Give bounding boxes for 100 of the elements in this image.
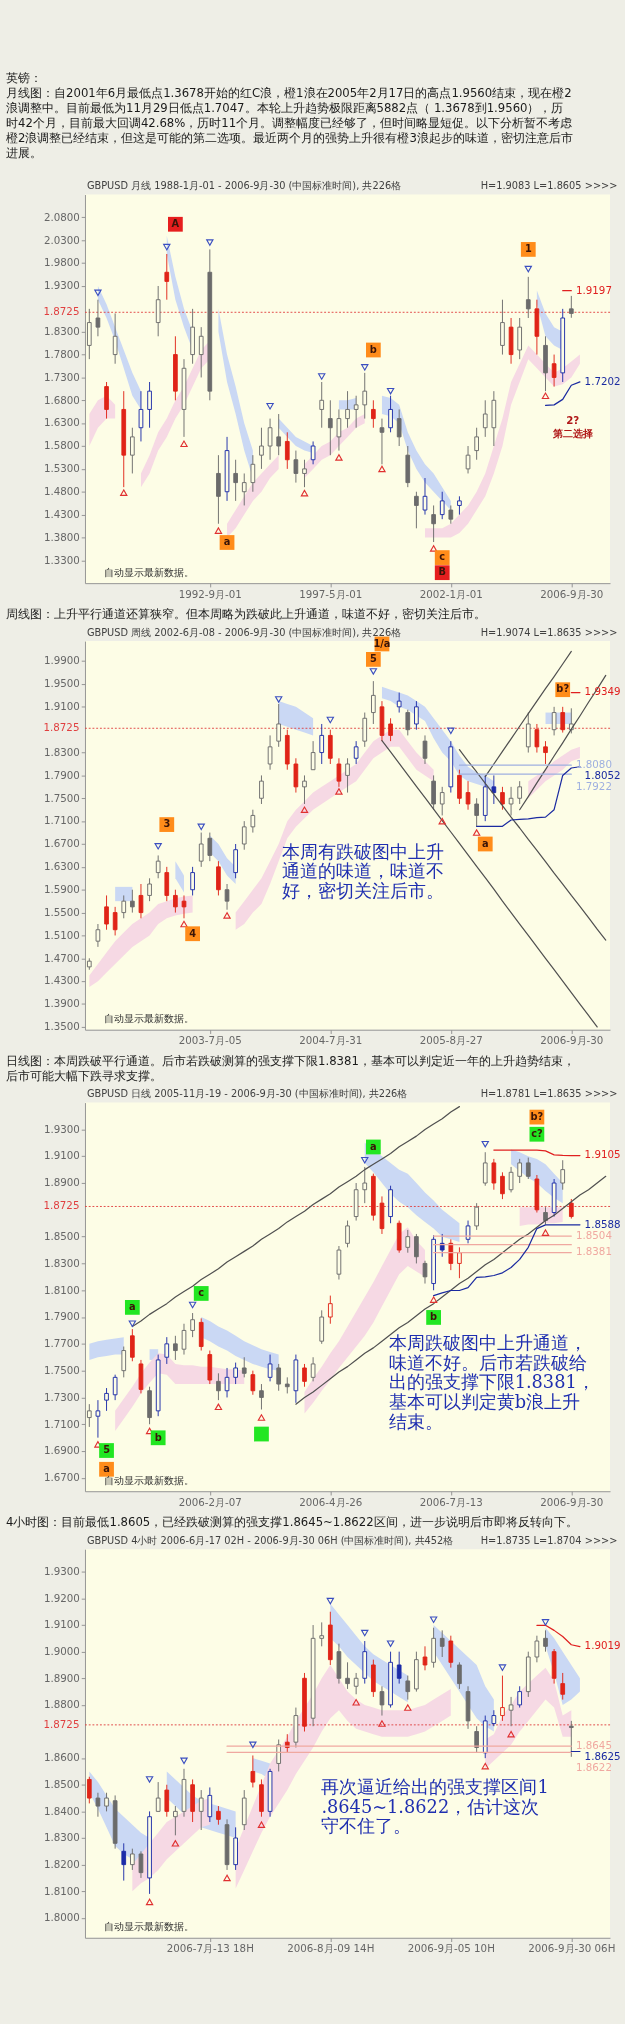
point xyxy=(214,527,223,534)
data-label: 1.8381 xyxy=(575,1245,612,1258)
candlestick xyxy=(457,1246,462,1279)
candlestick xyxy=(207,1786,213,1823)
candlestick xyxy=(241,820,247,851)
candlestick xyxy=(448,1635,454,1669)
candlestick xyxy=(302,459,307,488)
annotation: c? xyxy=(531,1128,543,1140)
point xyxy=(249,1741,257,1749)
candlestick xyxy=(422,1645,428,1671)
data-label: 1.7202 xyxy=(584,374,621,387)
candlestick xyxy=(147,877,152,902)
candlestick xyxy=(482,399,488,438)
candlestick xyxy=(525,1157,531,1180)
annotation: 2? 第二选择 xyxy=(551,414,593,440)
candlestick xyxy=(104,1387,109,1412)
y-tick-label: 1.7500 xyxy=(43,1363,80,1376)
candlestick xyxy=(551,354,557,388)
y-tick-label: 1.5800 xyxy=(43,439,80,452)
x-tick-label: 2006-7月-13 xyxy=(419,1495,483,1508)
candlestick xyxy=(517,1685,523,1709)
annotation: a xyxy=(481,837,489,849)
x-tick-label: 2003-7月-05 xyxy=(178,1034,242,1047)
data-label: 1.8622 xyxy=(575,1761,612,1774)
y-tick-label: 1.5300 xyxy=(43,462,80,475)
candlestick xyxy=(267,418,273,461)
x-tick-label: 2006-8月-09 14H xyxy=(287,1942,375,1955)
candlestick xyxy=(439,786,445,816)
candlestick xyxy=(121,1842,127,1882)
candlestick xyxy=(517,780,523,805)
y-tick-label: 1.8300 xyxy=(43,1831,80,1844)
y-tick-label: 1.8800 xyxy=(43,1698,80,1711)
candlestick xyxy=(276,1363,282,1392)
annotation: b xyxy=(154,1431,162,1443)
y-tick-label: 1.3300 xyxy=(43,553,80,566)
candlestick xyxy=(155,285,161,337)
y-tick-label: 1.9800 xyxy=(43,256,80,269)
candlestick xyxy=(147,381,152,429)
candlestick xyxy=(560,1159,566,1191)
candlestick xyxy=(173,889,178,914)
candlestick xyxy=(164,866,170,902)
annotation: 自动显示最新数据。 xyxy=(103,1473,194,1486)
y-tick-label: 1.3800 xyxy=(43,530,80,543)
candlestick xyxy=(379,1685,385,1717)
x-tick-label: 2006-9月-30 xyxy=(540,1495,604,1508)
y-tick-label: 1.7900 xyxy=(43,768,80,781)
y-tick-label: 1.8600 xyxy=(43,1751,80,1764)
candlestick xyxy=(216,860,221,896)
candlestick xyxy=(345,1661,350,1690)
y-tick-label: 1.7500 xyxy=(43,791,80,804)
y-tick-label: 1.4800 xyxy=(43,485,80,498)
point xyxy=(180,1757,188,1765)
y-tick-label: 1.8100 xyxy=(43,1884,80,1897)
annotation: 5 xyxy=(369,653,377,665)
annotation: 自动显示最新数据。 xyxy=(103,1012,194,1025)
x-tick-label: 2006-9月-30 06H xyxy=(528,1942,616,1955)
candlestick xyxy=(568,1720,574,1758)
candlestick xyxy=(155,854,161,879)
candlestick xyxy=(198,1789,204,1831)
candlestick xyxy=(345,1220,350,1248)
point xyxy=(369,668,378,675)
candlestick xyxy=(396,408,402,447)
candlestick xyxy=(336,408,342,452)
text: H=1.8735 L=1.8704 >>>> xyxy=(480,1534,618,1546)
y-tick-label: 1.6700 xyxy=(43,1471,80,1484)
data-label: 1.8052 xyxy=(584,769,621,782)
candlestick xyxy=(362,1166,368,1204)
x-tick-label: 2006-9月-05 10H xyxy=(407,1942,495,1955)
y-tick-label: 1.8900 xyxy=(43,1176,80,1189)
point xyxy=(180,440,188,448)
ref-line-label: 1.8725 xyxy=(43,1717,80,1730)
candlestick xyxy=(568,295,574,319)
candlestick xyxy=(130,1848,135,1871)
point xyxy=(378,1720,386,1727)
y-tick-label: 1.7100 xyxy=(43,814,80,827)
point xyxy=(188,1301,197,1309)
candlestick xyxy=(474,1725,479,1754)
candlestick xyxy=(517,317,523,360)
candlestick xyxy=(568,707,574,734)
point xyxy=(223,912,231,919)
candlestick xyxy=(319,723,325,765)
candlestick xyxy=(276,1739,282,1772)
candlestick xyxy=(130,889,135,914)
candlestick xyxy=(508,786,514,816)
annotation: 3 xyxy=(163,818,171,830)
ref-line-label: 1.8725 xyxy=(43,305,80,318)
candlestick xyxy=(362,372,368,420)
y-tick-label: 1.8100 xyxy=(43,1283,80,1296)
y-tick-label: 1.9000 xyxy=(43,1644,80,1657)
y-tick-label: 1.4300 xyxy=(43,974,80,987)
point xyxy=(154,843,162,850)
y-tick-label: 1.7800 xyxy=(43,347,80,360)
point xyxy=(274,696,283,703)
y-tick-label: 1.8300 xyxy=(43,745,80,758)
candlestick xyxy=(457,495,462,516)
annotation: a xyxy=(223,536,231,548)
candlestick xyxy=(293,450,299,484)
data-label: 1.8625 xyxy=(584,1750,621,1763)
candlestick xyxy=(138,390,144,442)
candlestick xyxy=(448,504,454,525)
